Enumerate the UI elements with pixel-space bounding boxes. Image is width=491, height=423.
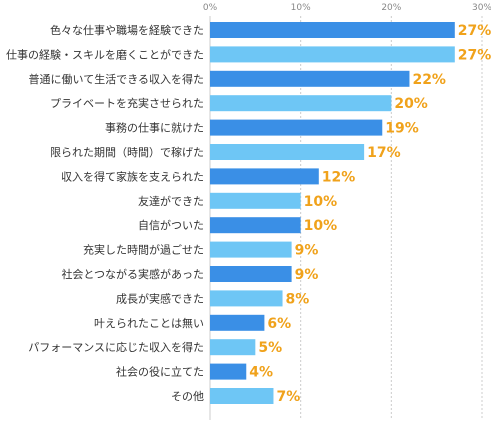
category-label: パフォーマンスに応じた収入を得た (28, 340, 204, 354)
value-label: 5% (258, 340, 282, 356)
value-label: 6% (267, 316, 291, 332)
bar (210, 314, 265, 331)
value-label: 19% (385, 121, 419, 137)
x-tick-label: 10% (291, 3, 311, 13)
category-label: 友達ができた (138, 194, 204, 208)
category-label: 成長が実感できた (116, 291, 204, 305)
category-label: 限られた期間（時間）で稼げた (50, 145, 204, 159)
bar (210, 95, 392, 112)
value-label: 9% (295, 267, 319, 283)
category-label: 収入を得て家族を支えられた (61, 169, 204, 183)
category-label: 充実した時間が過ごせた (83, 243, 204, 257)
x-tick-label: 20% (381, 3, 401, 13)
bar (210, 70, 410, 87)
category-label: 社会の役に立てた (116, 365, 204, 379)
bar (210, 119, 383, 136)
value-label: 8% (286, 291, 310, 307)
category-label: プライベートを充実させられた (50, 96, 204, 110)
category-label: その他 (171, 390, 204, 403)
category-labels: 色々な仕事や職場を経験できた仕事の経験・スキルを磨くことができた普通に働いて生活… (6, 23, 204, 403)
value-label: 10% (304, 194, 338, 210)
category-label: 社会とつながる実感があった (61, 267, 204, 281)
x-axis-ticks: 0% 10% 20% 30% (203, 3, 491, 13)
category-label: 叶えられたことは無い (94, 316, 204, 330)
bar (210, 192, 301, 209)
bar (210, 290, 283, 307)
bar (210, 144, 365, 160)
value-label: 12% (322, 169, 356, 185)
value-label: 4% (249, 365, 273, 381)
value-label: 9% (295, 243, 319, 259)
category-label: 色々な仕事や職場を経験できた (50, 23, 204, 37)
category-label: 普通に働いて生活できる収入を得た (29, 72, 204, 86)
category-label: 事務の仕事に就けた (105, 121, 204, 135)
x-tick-label: 30% (472, 3, 491, 13)
bar (210, 217, 301, 234)
bar (210, 388, 274, 404)
value-label: 27% (458, 23, 491, 39)
bar (210, 168, 319, 185)
value-labels: 27% 27% 22% 20% 19% 17% 12% 10% 10% 9% 9% 8% 6% 5% 4%7… (249, 23, 491, 405)
value-label: 7% (276, 389, 300, 405)
value-label: 20% (394, 96, 428, 112)
bar (210, 46, 455, 63)
category-label: 自信がついた (138, 218, 204, 232)
x-tick-label: 0% (203, 3, 218, 13)
value-label: 10% (304, 218, 338, 234)
bars (210, 22, 455, 404)
bar (210, 266, 292, 282)
bar (210, 241, 292, 258)
value-label: 27% (458, 47, 491, 63)
bar (210, 363, 247, 380)
bar (210, 22, 455, 38)
value-label: 22% (412, 72, 446, 88)
category-label: 仕事の経験・スキルを磨くことができた (6, 47, 204, 61)
bar (210, 339, 256, 356)
value-label: 17% (367, 145, 401, 161)
